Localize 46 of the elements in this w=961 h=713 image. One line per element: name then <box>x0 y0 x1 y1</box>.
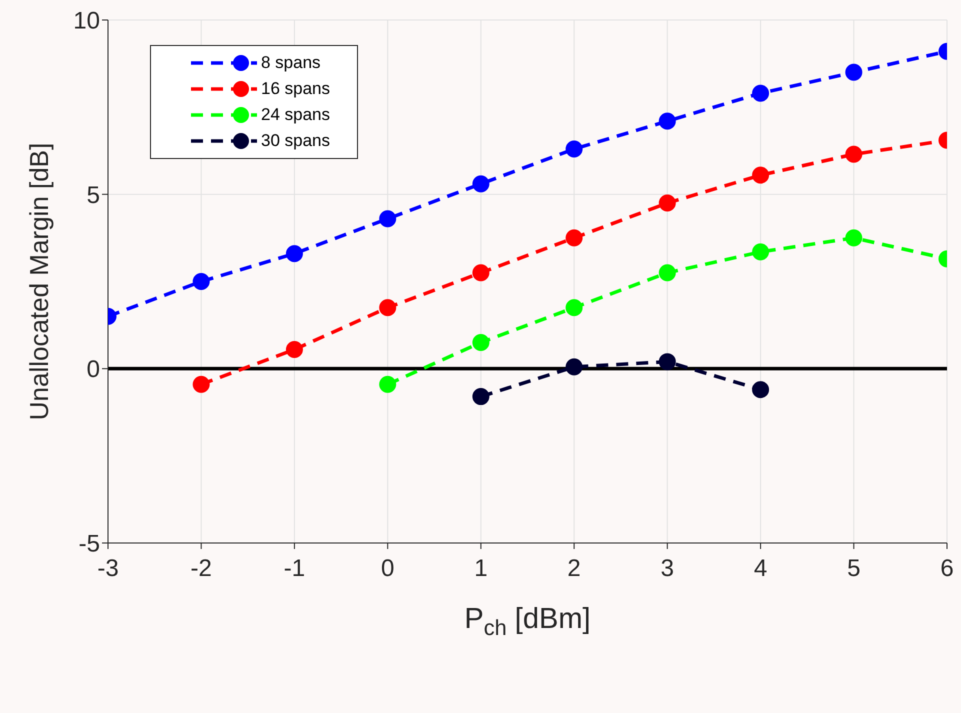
x-tick-label: 2 <box>567 555 581 582</box>
point <box>752 381 770 398</box>
point <box>658 353 676 370</box>
x-tick-label: 0 <box>380 555 394 582</box>
point <box>379 210 396 228</box>
point <box>752 243 770 260</box>
point <box>845 146 862 163</box>
y-tick-label: 5 <box>86 182 100 209</box>
point <box>472 388 490 406</box>
point <box>658 264 676 282</box>
point <box>566 299 583 316</box>
point <box>286 245 303 262</box>
point <box>472 334 490 352</box>
x-tick-label: 5 <box>847 555 860 582</box>
x-tick-label: 1 <box>474 555 488 582</box>
point <box>286 340 303 358</box>
x-tick-label: 6 <box>940 555 954 582</box>
x-tick-label: -3 <box>97 555 119 582</box>
point <box>752 166 770 184</box>
x-tick-label: -1 <box>284 555 306 582</box>
x-tick-label: 4 <box>754 555 768 582</box>
legend-label: 24 spans <box>261 105 330 125</box>
point <box>566 229 583 246</box>
point <box>752 84 770 102</box>
y-tick-label: -5 <box>78 530 100 558</box>
point <box>566 358 583 376</box>
point <box>379 299 396 316</box>
point <box>379 376 396 393</box>
point <box>845 229 862 246</box>
point <box>472 264 490 282</box>
y-tick-label: 0 <box>86 356 100 384</box>
legend-label: 8 spans <box>261 53 321 73</box>
point <box>658 194 676 212</box>
point <box>845 64 862 81</box>
y-axis-title: Unallocated Margin [dB] <box>24 142 54 420</box>
x-axis-title: P$_{ch}$ [dBm] <box>464 603 591 640</box>
point <box>566 140 583 158</box>
point <box>192 376 210 393</box>
x-tick-label: 3 <box>660 555 674 582</box>
point <box>472 175 490 192</box>
legend-label: 16 spans <box>261 79 330 99</box>
y-tick-label: 10 <box>73 8 100 35</box>
x-tick-label: -2 <box>190 555 212 582</box>
point <box>192 273 210 290</box>
point <box>658 112 676 130</box>
legend-label: 30 spans <box>261 131 330 151</box>
